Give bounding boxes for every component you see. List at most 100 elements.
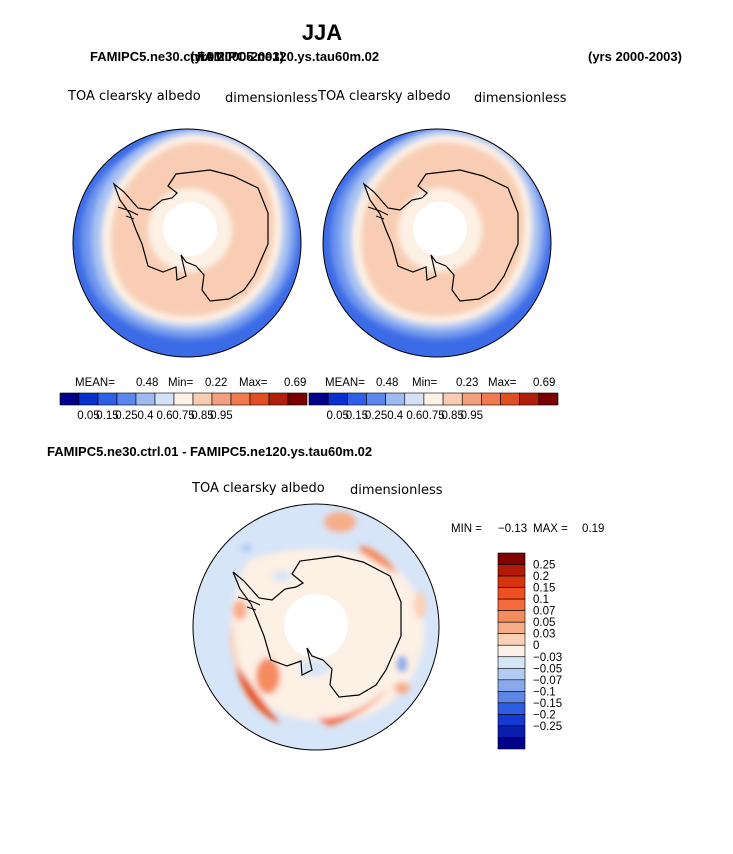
- panel-c-variable: TOA clearsky albedo: [191, 481, 325, 496]
- panel-a-max-value: 0.69: [284, 377, 306, 389]
- panel-c-max-value: 0.19: [582, 523, 604, 535]
- panel-c-colorbar-swatch: [497, 725, 526, 738]
- panel-c-units: dimensionless: [350, 483, 443, 498]
- panel-b-colorbar-swatch: [519, 392, 540, 406]
- panel-c-map-border: [192, 503, 440, 751]
- panel-a-units: dimensionless: [225, 91, 318, 106]
- panel-b-antarctica-outline: [362, 169, 519, 302]
- panel-c-colorbar-label: −0.03: [533, 652, 562, 664]
- panel-b-colorbar-swatch: [423, 392, 444, 406]
- panel-a-years: (yrs 2000-2003): [190, 49, 284, 64]
- panel-c-colorbar-swatch: [497, 633, 526, 646]
- panel-b-colorbar-swatch: [461, 392, 482, 406]
- panel-c-colorbar-label: −0.07: [533, 675, 562, 687]
- panel-b-mean-value: 0.48: [376, 377, 398, 389]
- panel-b-units: dimensionless: [474, 91, 567, 106]
- panel-b-min-label: Min=: [412, 377, 438, 389]
- panel-c-colorbar-label: 0.15: [533, 583, 555, 595]
- panel-b-colorbar-swatch: [538, 392, 559, 406]
- panel-a-colorbar-label: 0.95: [210, 410, 232, 422]
- panel-b-peninsula-islands: [367, 206, 389, 220]
- panel-b-max-label: Max=: [488, 377, 517, 389]
- panel-c-colorbar-swatch: [497, 587, 526, 600]
- panel-a-colorbar: 0.050.150.25 0.4 0.6 0.750.850.95: [59, 392, 308, 422]
- panel-c-colorbar-swatch: [497, 644, 526, 658]
- panel-a-peninsula-islands: [117, 206, 139, 220]
- panel-b-colorbar-label: 0.75: [422, 410, 444, 422]
- panel-a-colorbar-swatch: [78, 392, 99, 406]
- panel-c-colorbar-label: 0.25: [533, 560, 555, 572]
- panel-a-colorbar-label: 0.25: [115, 410, 137, 422]
- panel-b-colorbar-swatch: [500, 392, 520, 406]
- panel-b-colorbar-swatch: [481, 392, 501, 406]
- panel-c-colorbar-label: 0.03: [533, 629, 555, 641]
- panel-a-colorbar-swatch: [268, 392, 289, 406]
- panel-a-colorbar-label: 0.75: [172, 410, 194, 422]
- panel-b-colorbar-swatch: [404, 392, 425, 406]
- panel-b-colorbar-label: 0.05: [327, 410, 349, 422]
- panel-a-colorbar-label: 0.05: [77, 410, 99, 422]
- panel-a-colorbar-swatch: [135, 392, 156, 406]
- panel-c-colorbar-swatch: [497, 679, 526, 692]
- panel-c-peninsula-islands: [237, 596, 261, 611]
- panel-a-max-label: Max=: [239, 377, 268, 389]
- panel-a-case-name: FAMIPC5.ne30.ctrl.01: [90, 49, 222, 64]
- panel-c-negative-patches: [240, 544, 407, 676]
- panel-b-pole-hole: [413, 202, 467, 256]
- panel-c-colorbar-swatch: [497, 598, 526, 611]
- panel-a-variable: TOA clearsky albedo: [67, 89, 201, 104]
- panel-c-colorbar-swatch: [497, 737, 526, 750]
- panel-c-max-label: MAX =: [533, 523, 568, 535]
- panel-a-colorbar-label: 0.85: [191, 410, 213, 422]
- panel-a-mean-value: 0.48: [136, 377, 158, 389]
- panel-b-colorbar-label: 0.15: [346, 410, 368, 422]
- panel-c-colorbar-label: −0.15: [533, 698, 562, 710]
- panel-b-colorbar-label: 0.25: [365, 410, 387, 422]
- panel-b-years: (yrs 2000-2003): [588, 49, 682, 64]
- panel-c-colorbar-swatch: [497, 552, 526, 565]
- panel-a-stats: MEAN= 0.48 Min= 0.22 Max= 0.69: [75, 377, 306, 389]
- panel-c-colorbar-swatch: [497, 610, 526, 623]
- panel-b-colorbar-label: 0.6: [406, 410, 422, 422]
- panel-b-colorbar-swatch: [308, 392, 329, 406]
- panel-c-min-value: −0.13: [498, 523, 527, 535]
- panel-c-colorbar-swatch: [497, 575, 526, 588]
- panel-b-map: [323, 129, 551, 357]
- page-title: JJA: [302, 20, 342, 45]
- panel-c-colorbar-label: 0.07: [533, 606, 555, 618]
- panel-b-stats: MEAN= 0.48 Min= 0.23 Max= 0.69: [325, 377, 555, 389]
- panel-c-colorbar-swatch: [497, 691, 526, 704]
- panel-a-colorbar-swatch: [154, 392, 175, 406]
- panel-c-colorbar-label: 0: [533, 640, 539, 652]
- panel-a-colorbar-label: 0.6: [157, 410, 173, 422]
- panel-b-colorbar-label: 0.4: [387, 410, 404, 422]
- panel-a-colorbar-swatch: [173, 392, 194, 406]
- panel-c-colorbar-label: −0.25: [533, 721, 562, 733]
- panel-c-colorbar-swatch: [497, 702, 526, 715]
- panel-a-colorbar-label: 0.15: [96, 410, 118, 422]
- panel-c-colorbar-label: −0.1: [533, 686, 556, 698]
- panel-a-colorbar-swatch: [211, 392, 232, 406]
- panel-a-colorbar-swatch: [97, 392, 118, 406]
- panel-b-case-name: FAMIPC5.ne120.ys.tau60m.02: [197, 49, 379, 64]
- panel-b-max-value: 0.69: [533, 377, 555, 389]
- panel-a-min-value: 0.22: [205, 377, 227, 389]
- panel-c-antarctica-outline: [232, 555, 402, 698]
- panel-a-colorbar-swatch: [116, 392, 137, 406]
- panel-c-colorbar-label: 0.1: [533, 594, 549, 606]
- panel-a-colorbar-swatch: [230, 392, 251, 406]
- panel-c-colorbar-swatch: [497, 656, 526, 669]
- panel-b-colorbar: 0.050.150.25 0.4 0.6 0.750.850.95: [308, 392, 559, 422]
- panel-c-colorbar-label: −0.05: [533, 663, 562, 675]
- panel-a-mean-label: MEAN=: [75, 377, 115, 389]
- panel-a-colorbar-swatch: [287, 392, 308, 406]
- panel-c-min-label: MIN =: [451, 523, 482, 535]
- panel-b-map-border: [322, 128, 552, 358]
- panel-c-map: [193, 504, 439, 750]
- panel-c-pole-hole: [284, 594, 348, 658]
- panel-a-colorbar-swatch: [249, 392, 270, 406]
- panel-c-colorbar-label: 0.05: [533, 617, 555, 629]
- panel-b-colorbar-label: 0.85: [441, 410, 463, 422]
- panel-c-stats: MIN = −0.13 MAX = 0.19: [451, 523, 604, 535]
